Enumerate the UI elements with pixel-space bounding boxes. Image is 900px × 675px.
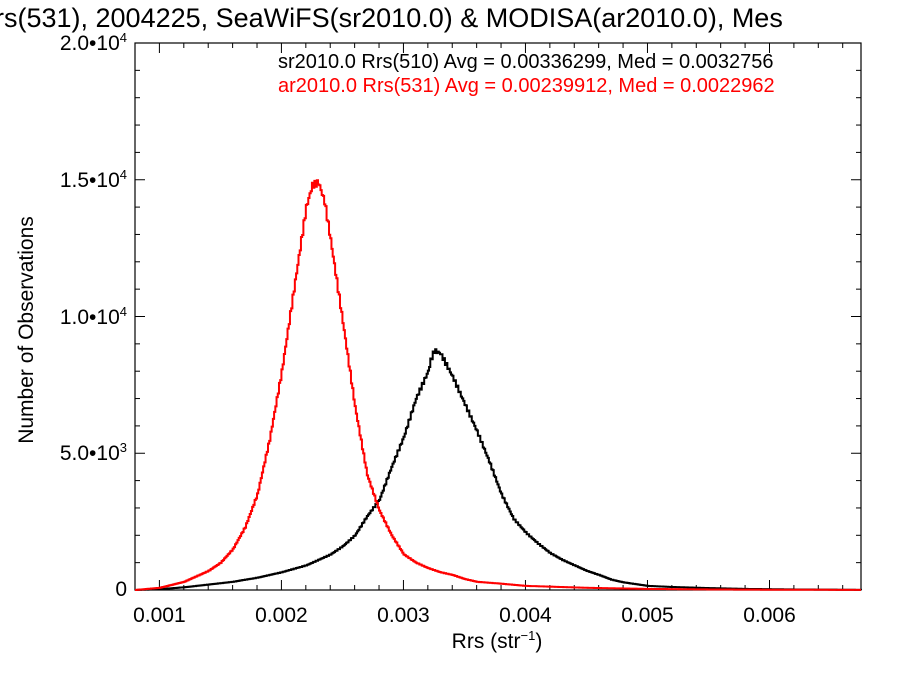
x-axis-label: Rrs (str−1) [452,628,543,654]
chart-title: rs(531), 2004225, SeaWiFS(sr2010.0) & MO… [0,3,783,33]
x-axis-label-text: Rrs (str [451,630,521,653]
x-tick-label: 0.006 [743,604,796,627]
x-tick-label: 0.005 [621,604,674,627]
x-tick-label: 0.001 [133,604,186,627]
y-tick-mantissa: 0 [115,578,127,601]
y-tick-exponent: 4 [119,30,127,45]
y-tick-label: 1.0•104 [60,304,127,330]
x-tick-label: 0.004 [499,604,552,627]
legend-entry-ar2010: ar2010.0 Rrs(531) Avg = 0.00239912, Med … [278,75,775,97]
y-tick-label: 2.0•104 [60,30,127,56]
series-line-1 [135,179,861,591]
y-tick-mantissa: 1.5•10 [59,168,120,192]
y-tick-exponent: 3 [119,440,127,456]
y-tick-label: 5.0•103 [60,440,127,466]
x-tick-label: 0.002 [255,604,308,627]
y-tick-exponent: 4 [119,303,127,319]
y-tick-label: 1.5•104 [60,167,127,193]
y-tick-mantissa: 2.0•10 [59,32,120,55]
series-line-0 [135,348,862,591]
y-tick-label: 0 [115,578,127,602]
y-tick-mantissa: 1.0•10 [59,305,120,329]
y-tick-exponent: 4 [119,166,127,182]
x-tick-label: 0.003 [377,604,430,627]
plot-frame [134,42,862,591]
legend-entry-sr2010: sr2010.0 Rrs(510) Avg = 0.00336299, Med … [278,51,774,73]
x-axis-label-close: ) [535,630,543,653]
x-axis-label-exponent: −1 [520,628,536,643]
y-tick-mantissa: 5.0•10 [59,442,120,466]
y-axis-label: Number of Observations [15,216,38,444]
